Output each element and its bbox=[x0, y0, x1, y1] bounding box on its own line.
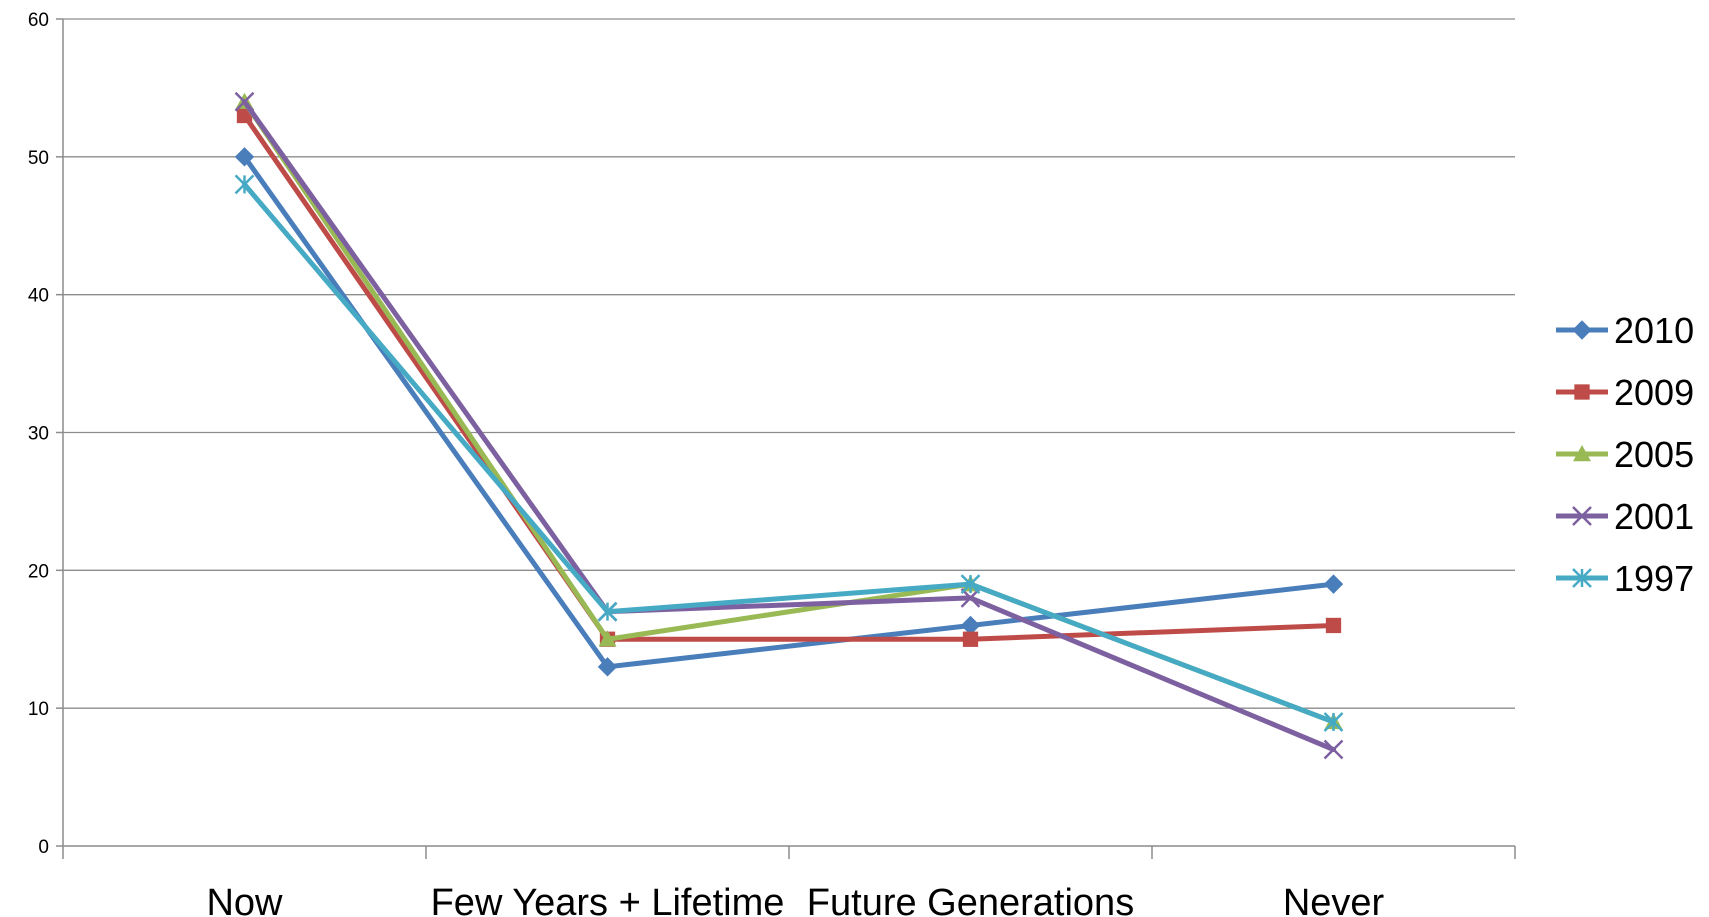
data-point bbox=[1323, 574, 1344, 594]
data-point bbox=[960, 574, 981, 595]
data-point bbox=[1323, 739, 1344, 760]
data-point bbox=[598, 630, 617, 647]
data-point bbox=[234, 147, 255, 167]
x-category-label: Never bbox=[1283, 882, 1385, 917]
axes bbox=[56, 18, 1516, 859]
data-point bbox=[1325, 617, 1342, 634]
data-point bbox=[597, 657, 618, 677]
series-line-1997 bbox=[242, 181, 1336, 725]
y-tick-label: 0 bbox=[38, 837, 49, 858]
legend-item-2010: 2010 bbox=[1556, 310, 1694, 351]
series-line-2005 bbox=[242, 99, 1336, 725]
data-point bbox=[960, 588, 981, 608]
legend-label: 2001 bbox=[1614, 496, 1694, 537]
legend-item-2001: 2001 bbox=[1556, 496, 1694, 537]
data-point bbox=[234, 174, 255, 195]
legend-label: 2010 bbox=[1614, 310, 1694, 351]
legend: 2010 2009 2005 2001 1997 bbox=[1556, 310, 1694, 599]
legend-label: 2009 bbox=[1614, 372, 1694, 413]
series-2010 bbox=[234, 147, 1344, 677]
y-tick-labels: 0 10 20 30 40 50 60 bbox=[28, 10, 49, 858]
legend-marker bbox=[1574, 384, 1590, 400]
y-tick-label: 20 bbox=[28, 561, 49, 582]
y-tick-label: 30 bbox=[28, 424, 49, 445]
legend-marker bbox=[1572, 568, 1592, 588]
y-tick-label: 50 bbox=[28, 148, 49, 169]
y-tick-label: 60 bbox=[28, 10, 49, 31]
data-point bbox=[597, 601, 618, 622]
series-line-2001 bbox=[242, 99, 1336, 753]
series-lines bbox=[234, 91, 1344, 760]
data-point bbox=[1323, 712, 1344, 732]
legend-item-2009: 2009 bbox=[1556, 372, 1694, 413]
gridlines bbox=[63, 18, 1515, 709]
y-tick-label: 10 bbox=[28, 699, 49, 720]
series-2001 bbox=[234, 91, 1344, 760]
series-1997 bbox=[234, 174, 1344, 732]
series-line-2010 bbox=[242, 154, 1336, 670]
legend-item-2005: 2005 bbox=[1556, 434, 1694, 475]
y-tick-label: 40 bbox=[28, 286, 49, 307]
legend-marker bbox=[1572, 506, 1592, 526]
x-category-labels: Now Few Years + Lifetime Future Generation… bbox=[206, 882, 1384, 917]
data-point bbox=[962, 631, 979, 647]
legend-marker bbox=[1572, 320, 1592, 340]
legend-marker bbox=[1573, 445, 1591, 462]
legend-label: 2005 bbox=[1614, 434, 1694, 475]
legend-item-1997: 1997 bbox=[1556, 558, 1694, 599]
series-line-2009 bbox=[242, 112, 1336, 642]
x-category-label: Now bbox=[206, 882, 283, 917]
x-category-label: Future Generations bbox=[807, 882, 1134, 917]
x-category-label: Few Years + Lifetime bbox=[431, 882, 785, 917]
legend-label: 1997 bbox=[1614, 558, 1694, 599]
data-point bbox=[234, 91, 255, 112]
